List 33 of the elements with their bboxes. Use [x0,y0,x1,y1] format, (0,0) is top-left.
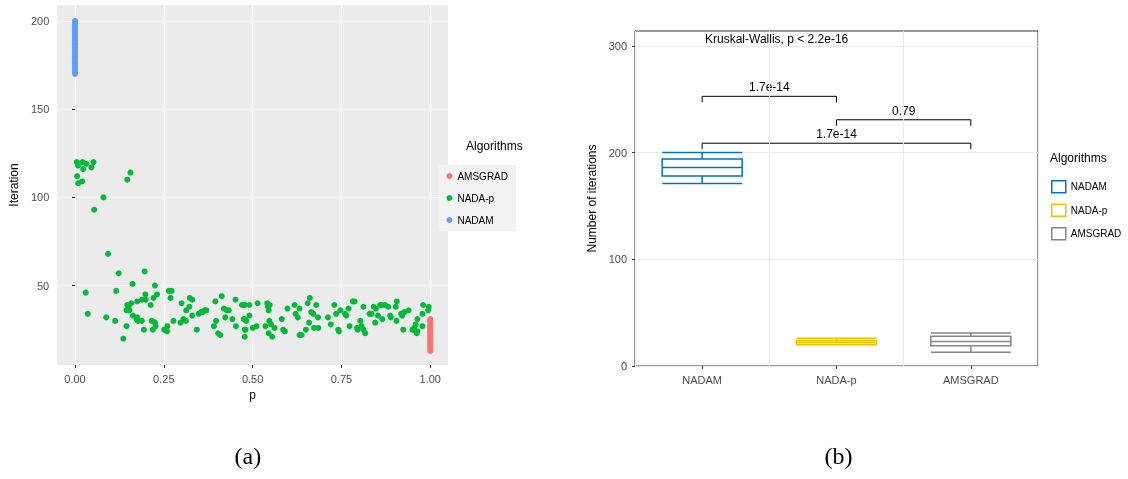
y-axis-title: Number of iterations [584,144,599,253]
x-tick-label: 0.25 [153,372,175,385]
x-tick-label: NADA-p [816,373,857,386]
y-tick-label: 150 [30,103,50,116]
y-tick-label: 0 [620,360,627,372]
x-tick-label: AMSGRAD [943,373,999,386]
y-axis-title: Iteration [7,163,21,207]
annotation: 0.79 [891,103,916,118]
y-tick-label: 100 [608,253,627,266]
y-tick-label: 200 [30,14,50,27]
legend-label: AMSGRAD [1070,228,1122,240]
legend-label: NADA-p [1070,204,1108,216]
legend-title: Algorithms [1050,151,1107,165]
y-tick-label: 50 [37,279,50,292]
legend-label: NADA-p [457,192,495,204]
legend-title: Algorithms [466,139,523,153]
y-tick-label: 300 [608,39,627,52]
x-tick-label: 0.50 [241,372,264,385]
x-axis-title: p [249,387,257,402]
annotation: 1.7e-14 [816,127,858,142]
x-tick-label: 1.00 [419,372,441,385]
x-tick-label: 0.75 [330,372,353,385]
y-tick-label: 200 [608,146,627,159]
text: (a) [234,443,262,469]
annotation: 1.7e-14 [748,80,791,95]
text: (b) [824,443,853,469]
x-tick-label: NADAM [682,373,723,386]
legend-label: NADAM [1070,181,1107,193]
y-tick-label: 100 [30,191,50,204]
legend-label: AMSGRAD [457,170,508,182]
x-tick-label: 0.00 [64,372,86,385]
annotation: Kruskal-Wallis, p < 2.2e-16 [705,32,849,46]
legend-label: NADAM [457,214,494,226]
